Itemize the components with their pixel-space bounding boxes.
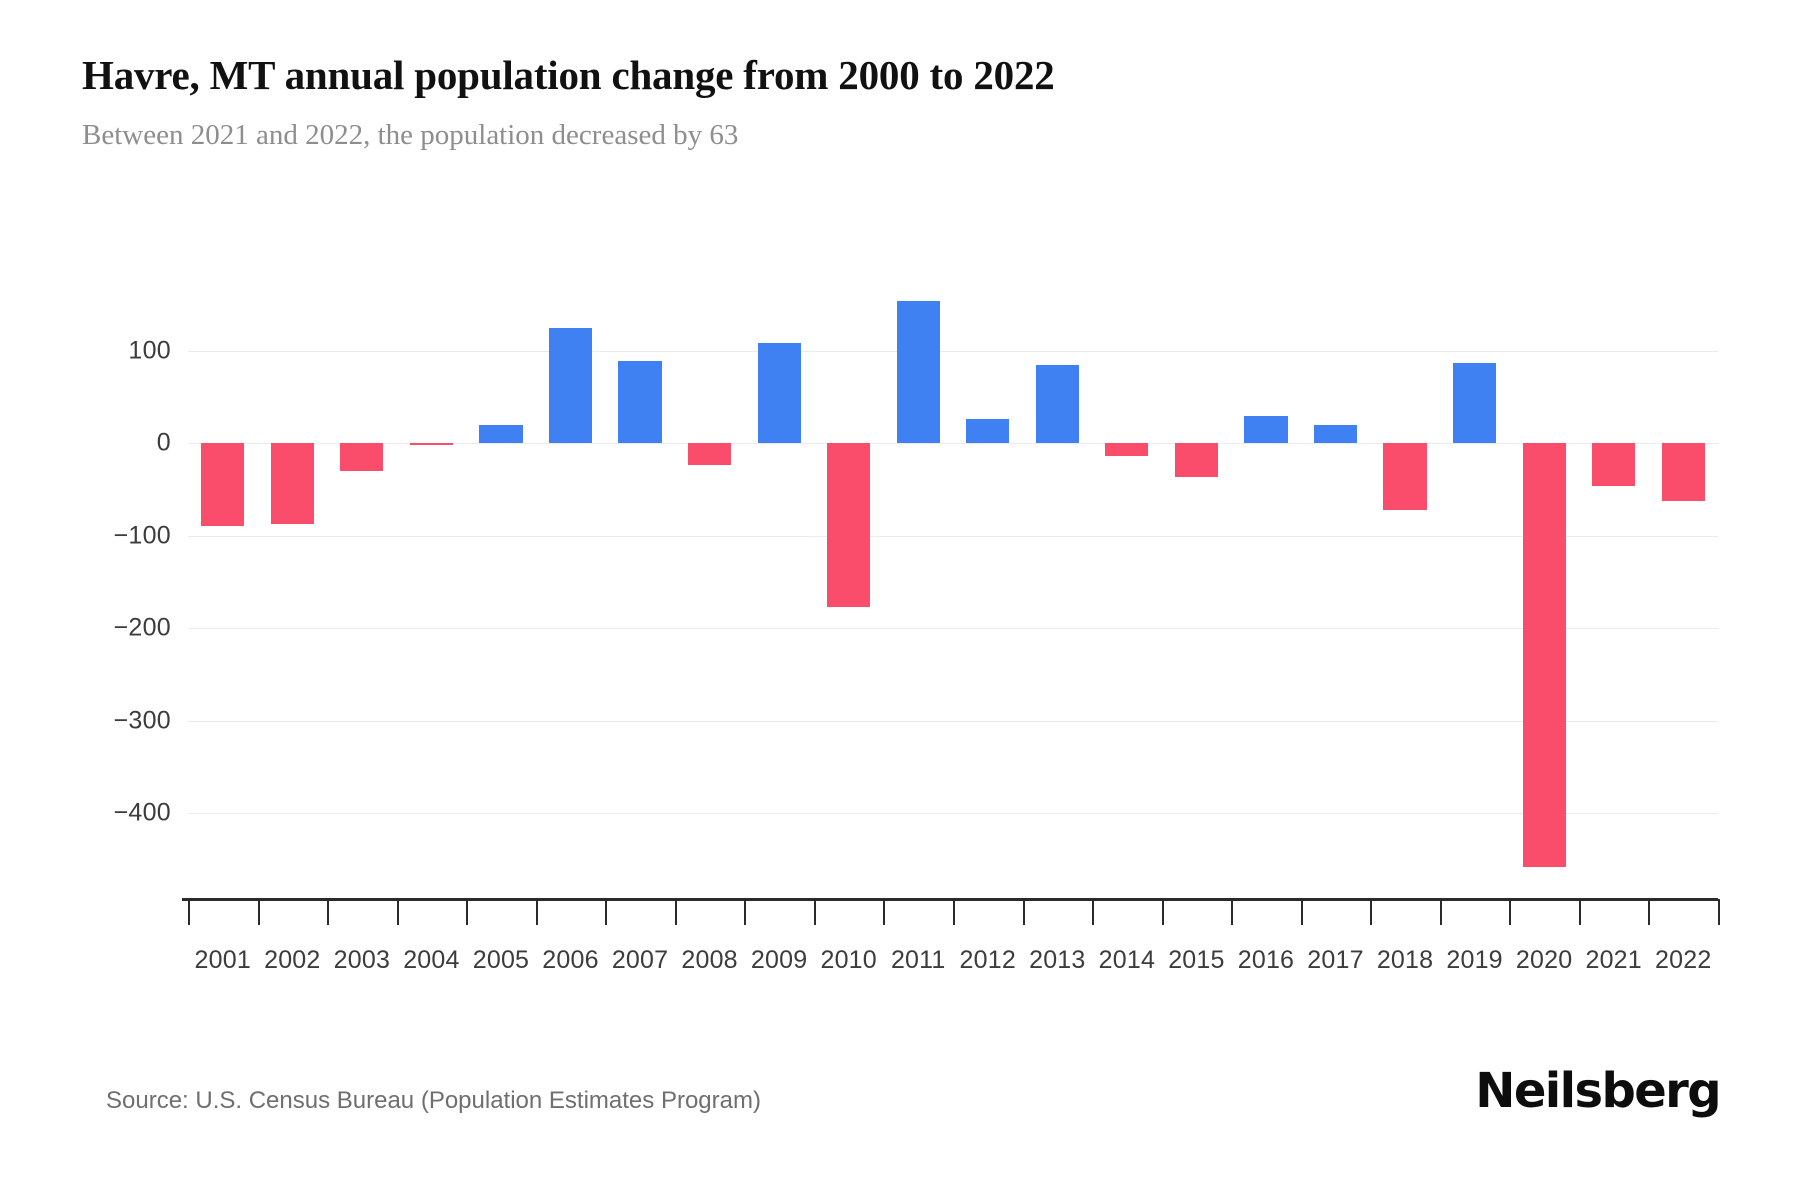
bar-2012[interactable] (966, 418, 1010, 443)
x-axis-tick-label: 2005 (472, 946, 530, 974)
x-axis-tick-label: 2014 (1098, 946, 1156, 974)
x-axis-tick (1092, 899, 1095, 925)
x-axis-tick (605, 899, 608, 925)
gridline (188, 813, 1718, 814)
bar-2003[interactable] (340, 443, 384, 471)
x-axis-tick (1370, 899, 1373, 925)
y-axis-tick-label: −300 (113, 706, 171, 734)
bar-2017[interactable] (1313, 425, 1358, 443)
x-axis-tick (1718, 899, 1720, 925)
bar-2016[interactable] (1244, 416, 1288, 443)
x-axis-tick (883, 899, 886, 925)
x-axis-tick (1578, 899, 1581, 925)
x-axis-tick-label: 2020 (1515, 946, 1573, 974)
x-axis-tick-label: 2019 (1446, 946, 1503, 974)
x-axis-tick-label: 2003 (333, 946, 391, 974)
bar-2004[interactable] (409, 443, 453, 445)
x-axis-tick (1509, 899, 1512, 925)
x-axis-tick-label: 2017 (1307, 946, 1364, 974)
x-axis-tick (744, 899, 747, 925)
x-axis-tick-label: 2015 (1168, 946, 1225, 974)
x-axis-tick (1648, 899, 1651, 925)
bar-2013[interactable] (1035, 365, 1079, 443)
x-axis-tick-label: 2006 (542, 946, 599, 974)
x-axis-tick (396, 899, 399, 925)
x-axis-tick-label: 2001 (194, 946, 251, 974)
gridline (188, 720, 1718, 722)
x-axis-line (182, 898, 1718, 901)
x-axis-tick (535, 899, 538, 925)
bar-2011[interactable] (896, 301, 940, 443)
gridline (188, 628, 1718, 629)
x-axis-tick-label: 2016 (1237, 946, 1295, 974)
x-axis-tick (674, 899, 677, 925)
x-axis-tick-label: 2007 (611, 946, 669, 974)
x-axis-tick-label: 2013 (1029, 946, 1086, 974)
x-axis-tick-label: 2022 (1655, 946, 1712, 974)
bar-2001[interactable] (201, 443, 245, 527)
x-axis-tick (1231, 899, 1234, 925)
y-axis-tick-label: 0 (156, 428, 171, 457)
x-axis-tick (813, 899, 816, 925)
bar-2014[interactable] (1105, 443, 1149, 456)
chart-header: Havre, MT annual population change from … (82, 52, 1702, 152)
bar-2007[interactable] (618, 360, 662, 443)
x-axis-tick (188, 899, 190, 925)
x-axis-tick (1161, 899, 1164, 925)
x-axis-tick (1439, 899, 1442, 925)
x-axis-tick (466, 899, 469, 925)
x-axis-tick (1300, 899, 1303, 925)
bar-2015[interactable] (1174, 443, 1218, 478)
page-title: Havre, MT annual population change from … (82, 52, 1055, 98)
x-axis-tick (257, 899, 260, 925)
bar-2018[interactable] (1383, 443, 1427, 510)
bar-2005[interactable] (479, 425, 523, 443)
x-axis-tick-label: 2010 (820, 946, 877, 974)
bar-2022[interactable] (1661, 443, 1705, 502)
y-axis-tick-label: 100 (128, 336, 171, 364)
bar-2008[interactable] (688, 443, 732, 466)
x-axis-tick-label: 2009 (750, 946, 808, 974)
x-axis-tick-label: 2004 (403, 946, 460, 974)
gridline (188, 350, 1718, 352)
bar-2021[interactable] (1592, 443, 1636, 487)
bar-2020[interactable] (1522, 443, 1566, 867)
x-axis-tick (953, 899, 955, 925)
x-axis-tick-label: 2012 (959, 946, 1016, 974)
x-axis-tick-label: 2008 (681, 946, 738, 974)
bar-2019[interactable] (1453, 363, 1497, 443)
chart-subtitle: Between 2021 and 2022, the population de… (82, 118, 739, 151)
x-axis-tick-label: 2011 (890, 946, 946, 974)
bar-2002[interactable] (270, 443, 314, 525)
x-axis-tick (1022, 899, 1025, 925)
gridline (188, 535, 1718, 537)
source-note: Source: U.S. Census Bureau (Population E… (106, 1087, 761, 1114)
bar-2010[interactable] (827, 443, 871, 607)
bar-2009[interactable] (757, 343, 801, 443)
neilsberg-logo: Neilsberg (1475, 1063, 1721, 1119)
bar-2006[interactable] (548, 328, 593, 443)
gridline (188, 443, 1718, 444)
y-axis-tick-label: −100 (113, 521, 171, 549)
y-axis-tick-label: −400 (113, 798, 171, 827)
x-axis-tick-label: 2018 (1376, 946, 1434, 974)
x-axis-tick-label: 2021 (1585, 946, 1642, 974)
x-axis-tick (327, 899, 330, 925)
y-axis-tick-label: −200 (113, 613, 171, 642)
x-axis-tick-label: 2002 (264, 946, 321, 974)
